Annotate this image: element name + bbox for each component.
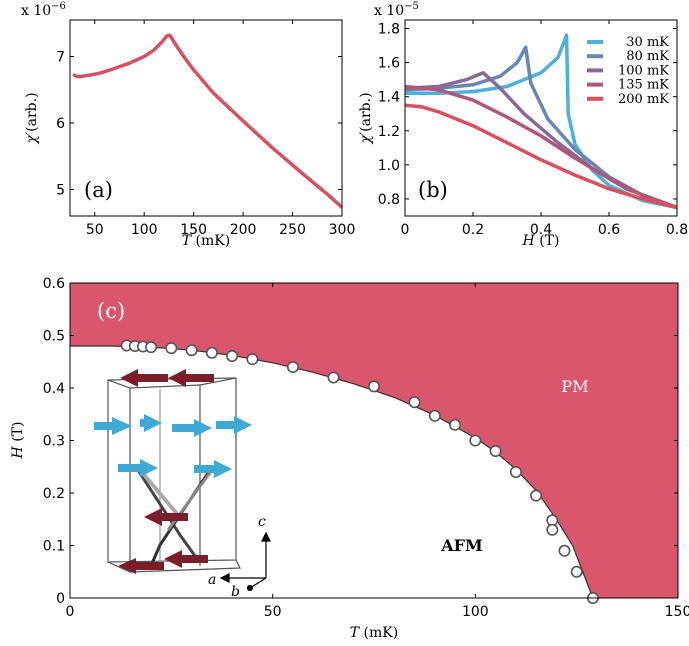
panel-c-x-tick-label: 0 — [66, 604, 75, 620]
panel-b-x-tick-label: 0.6 — [598, 222, 620, 238]
phase-boundary-point — [546, 523, 559, 536]
panel-b-x-tick-label: 0.2 — [462, 222, 484, 238]
panel-c-y-tick-label: 0 — [56, 591, 65, 607]
panel-a-frame — [69, 19, 343, 217]
pm-region-label: PM — [561, 377, 588, 396]
panel-b-x-tick-label: 0 — [401, 222, 410, 238]
phase-boundary-point — [558, 544, 571, 557]
panel-b-y-multiplier: x 10−5 — [374, 1, 419, 19]
legend-label: 135 mK — [618, 78, 669, 93]
crystal-structure-inset: c a b — [94, 369, 271, 600]
panel-a-series-0 — [72, 33, 342, 209]
panel-b-series-3 — [405, 84, 677, 210]
panel-b-y-tick-label: 1.2 — [378, 124, 400, 140]
phase-boundary-point — [226, 349, 239, 362]
panel-b: 0 0.2 0.4 0.6 0.8 0.8 1.0 1.2 1.4 1.6 1.8 30 mK80… — [358, 1, 688, 249]
panel-c-y-label: H (T) — [10, 422, 26, 460]
legend-label: 30 mK — [626, 35, 669, 50]
phase-boundary-point — [165, 342, 178, 355]
crystal-axes — [219, 531, 271, 592]
panel-c-y-tick-label: 0.6 — [43, 276, 65, 292]
phase-boundary-point — [449, 418, 462, 431]
panel-b-x-tick-label: 0.8 — [666, 222, 688, 238]
panel-a-y-tick-label: 7 — [56, 50, 65, 66]
phase-boundary-point — [205, 346, 218, 359]
panel-a-x-tick-label: 300 — [329, 222, 356, 238]
phase-boundary-point — [367, 380, 380, 393]
phase-boundary-point — [185, 344, 198, 357]
spin-arrows-red — [118, 369, 214, 574]
axis-a-label: a — [208, 572, 216, 588]
panel-a-y-multiplier: x 10−6 — [21, 1, 66, 19]
panel-a-x-tick-label: 100 — [131, 222, 158, 238]
panel-c-x-tick-label: 150 — [665, 604, 689, 620]
panel-a-x-label: T (mK) — [182, 233, 230, 249]
panel-c-y-tick-label: 0.4 — [43, 381, 65, 397]
exchange-bonds — [136, 468, 214, 569]
panel-a-x-tick-label: 50 — [86, 222, 104, 238]
phase-boundary-point — [489, 444, 502, 457]
phase-boundary-point — [509, 465, 522, 478]
panel-b-x-label: H (T) — [522, 233, 560, 249]
phase-boundary-point — [286, 360, 299, 373]
panel-b-y-tick-label: 1.6 — [378, 56, 400, 72]
panel-c-y-tick-label: 0.2 — [43, 486, 65, 502]
panel-b-x-tick-label: 0.4 — [530, 222, 552, 238]
panel-b-y-tick-label: 1.4 — [378, 90, 400, 106]
panel-a-y-label: χ′(arb.) — [24, 92, 40, 144]
axis-c-label: c — [258, 514, 266, 530]
phase-boundary-point — [246, 353, 259, 366]
panel-c-x-label: T (mK) — [350, 625, 398, 641]
panel-b-label: (b) — [418, 178, 448, 202]
phase-boundary-point — [327, 371, 340, 384]
panel-a-y-tick-label: 6 — [56, 116, 65, 132]
axis-b-label: b — [231, 584, 240, 600]
phase-boundary-point — [469, 434, 482, 447]
panel-c-y-tick-label: 0.3 — [43, 434, 65, 450]
legend-label: 200 mK — [618, 92, 669, 107]
legend-label: 100 mK — [618, 63, 669, 78]
phase-boundary-point — [428, 409, 441, 422]
panel-a-x-tick-label: 200 — [230, 222, 257, 238]
panel-b-series-4 — [405, 103, 677, 210]
panel-c-y-tick-label: 0.1 — [43, 539, 65, 555]
panel-a-y-tick-label: 5 — [56, 182, 65, 198]
panel-a-label: (a) — [84, 178, 113, 202]
unit-cell-frame — [107, 377, 241, 573]
panel-b-y-tick-label: 0.8 — [378, 192, 400, 208]
panel-b-y-tick-label: 1.8 — [378, 22, 400, 38]
phase-boundary-point — [570, 565, 583, 578]
panel-a: 50 100 150 200 250 300 567 x 10−6 (a) T (mK) … — [21, 1, 355, 249]
spin-arrows-blue — [94, 414, 252, 478]
phase-boundary-point — [145, 341, 158, 354]
panel-a-x-tick-label: 150 — [180, 222, 207, 238]
panel-c: c a b 0 50 100 150 00.10.20.30.40.50.6 (c) … — [10, 276, 689, 641]
panel-c-label: (c) — [97, 299, 125, 323]
panel-a-x-tick-label: 250 — [279, 222, 306, 238]
panel-b-y-tick-label: 1.0 — [378, 158, 400, 174]
pm-region — [70, 283, 678, 598]
panel-c-y-tick-label: 0.5 — [43, 329, 65, 345]
legend-label: 80 mK — [626, 49, 669, 64]
phase-boundary-point — [530, 489, 543, 502]
panel-b-y-label: χ′(arb.) — [358, 92, 374, 144]
afm-region-label: AFM — [440, 536, 482, 555]
panel-c-x-tick-label: 50 — [264, 604, 282, 620]
panel-c-x-tick-label: 100 — [462, 604, 489, 620]
panel-b-series-0 — [405, 33, 677, 210]
phase-boundary-point — [408, 396, 421, 409]
